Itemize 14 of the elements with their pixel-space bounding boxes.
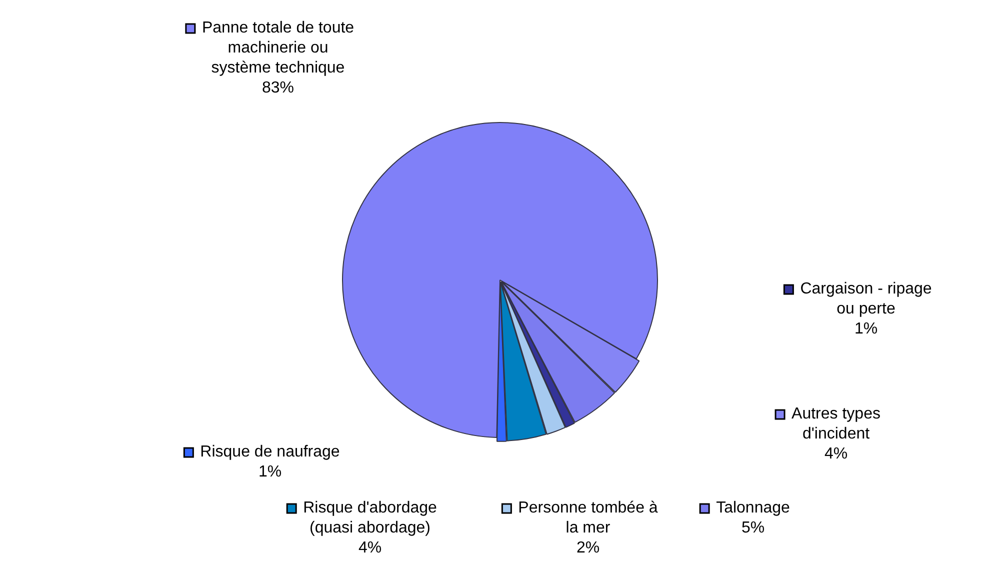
legend-label: Panne totale de toute machinerie ou système technique bbox=[202, 19, 354, 76]
legend-label: Personne tombée à la mer bbox=[518, 499, 658, 536]
data-label: 1% bbox=[258, 463, 282, 480]
legend-label: Cargaison - ripage ou perte bbox=[800, 280, 932, 318]
legend-label: Autres types d'incident bbox=[792, 405, 880, 442]
data-label: 1% bbox=[854, 320, 878, 338]
data-label: 4% bbox=[358, 539, 382, 556]
data-label: 4% bbox=[824, 445, 848, 462]
legend-label: Risque de naufrage bbox=[200, 443, 340, 460]
legend-label: Talonnage bbox=[716, 499, 790, 516]
data-label: 2% bbox=[576, 539, 600, 556]
legend-label: Risque d'abordage (quasi abordage) bbox=[303, 499, 438, 536]
data-label: 83% bbox=[262, 79, 294, 96]
data-label: 5% bbox=[741, 519, 765, 536]
